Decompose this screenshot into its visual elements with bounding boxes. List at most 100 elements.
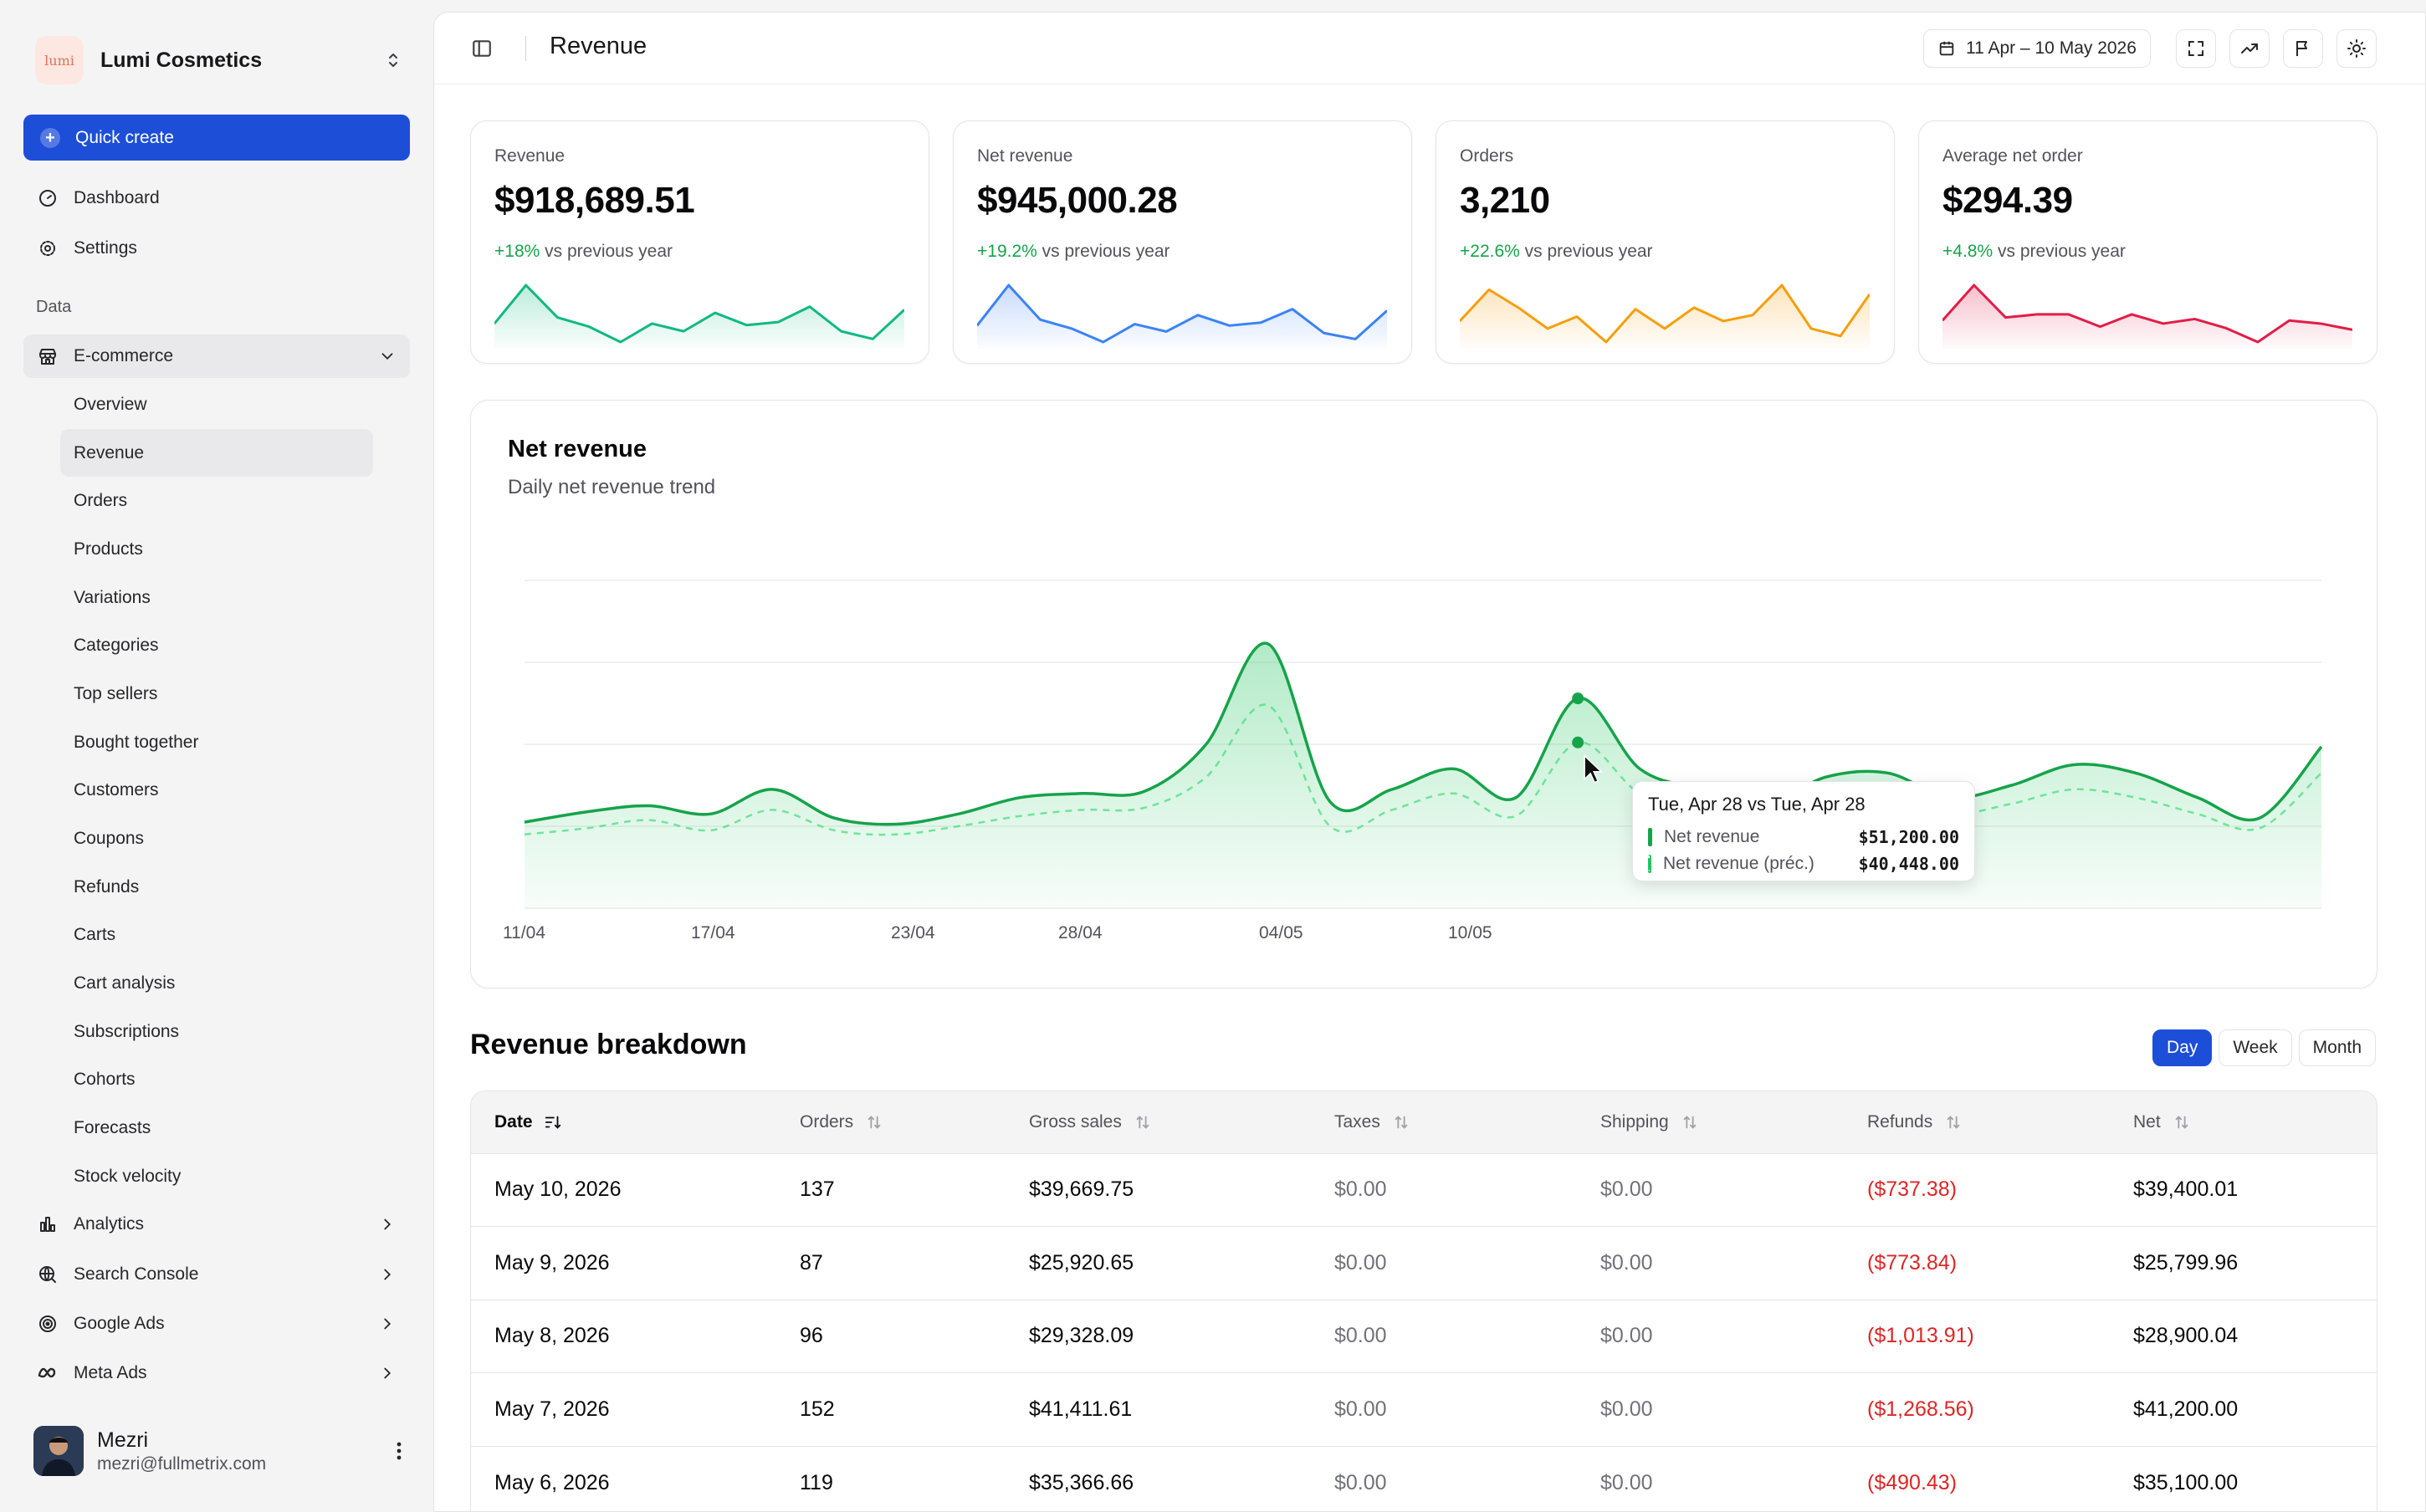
- cell-refunds: ($1,013.91): [1867, 1324, 1974, 1348]
- meta-icon: [37, 1362, 59, 1384]
- sidebar-item-categories[interactable]: Categories: [74, 636, 159, 656]
- chevron-right-icon: [384, 1367, 392, 1379]
- sidebar-item-label: Dashboard: [74, 188, 160, 207]
- more-vertical-icon[interactable]: [388, 1440, 410, 1462]
- chevron-up-down-icon: [389, 54, 397, 67]
- sparkline-average-net-order: [1942, 284, 2352, 349]
- cell-refunds: ($490.43): [1867, 1470, 1958, 1494]
- sidebar-item-dashboard[interactable]: Dashboard: [23, 176, 410, 220]
- series-swatch-dashed: [1648, 855, 1651, 873]
- column-header-refunds[interactable]: Refunds: [1844, 1091, 2110, 1153]
- sidebar-item-orders[interactable]: Orders: [74, 491, 128, 511]
- table-row[interactable]: May 10, 2026 137 $39,669.75 $0.00 $0.00 ($737…: [471, 1153, 2377, 1227]
- period-button-day[interactable]: Day: [2152, 1029, 2213, 1066]
- kpi-card-average-net-order: Average net order $294.39 +4.8% vs previ…: [1918, 120, 2377, 364]
- cell-gross-sales: $29,328.09: [1029, 1324, 1134, 1348]
- sidebar-item-forecasts[interactable]: Forecasts: [74, 1118, 151, 1138]
- tooltip-row-current: Net revenue $51,200.00: [1648, 824, 1959, 850]
- kpi-label: Orders: [1460, 146, 1514, 166]
- ecommerce-subnav: Overview Revenue Orders Products Variati…: [60, 381, 373, 1201]
- table-row[interactable]: May 7, 2026 152 $41,411.61 $0.00 $0.00 ($1,26…: [471, 1372, 2377, 1447]
- sparkline-revenue: [494, 284, 904, 349]
- sidebar-group-analytics[interactable]: Analytics: [23, 1203, 410, 1246]
- quick-create-button[interactable]: + Quick create: [23, 115, 410, 161]
- trend-button[interactable]: [2229, 29, 2270, 68]
- sort-icon: [1136, 1116, 1149, 1129]
- net-revenue-chart[interactable]: [471, 401, 2378, 989]
- column-header-taxes[interactable]: Taxes: [1311, 1091, 1577, 1153]
- column-header-net[interactable]: Net: [2110, 1091, 2377, 1153]
- sidebar-item-overview[interactable]: Overview: [74, 394, 147, 414]
- flag-icon: [2296, 41, 2307, 56]
- column-header-label: Date: [494, 1111, 533, 1131]
- brand-name: Lumi Cosmetics: [100, 48, 263, 72]
- cell-shipping: $0.00: [1600, 1177, 1653, 1202]
- globe-search-icon: [37, 1264, 59, 1285]
- kpi-change: +18% vs previous year: [494, 242, 673, 262]
- table-row[interactable]: May 6, 2026 119 $35,366.66 $0.00 $0.00 ($490.…: [471, 1446, 2377, 1511]
- column-header-orders[interactable]: Orders: [776, 1091, 1006, 1153]
- sidebar-item-revenue[interactable]: Revenue: [60, 428, 373, 478]
- cell-orders: 87: [800, 1250, 823, 1274]
- sidebar-group-meta-ads[interactable]: Meta Ads: [23, 1351, 410, 1395]
- sidebar-item-coupons[interactable]: Coupons: [74, 829, 145, 849]
- sparkline-line: [1460, 284, 1870, 344]
- cell-orders: 119: [800, 1470, 833, 1494]
- column-header-label: Refunds: [1867, 1111, 1933, 1131]
- sidebar-item-settings[interactable]: Settings: [23, 227, 410, 270]
- sidebar-item-bought-together[interactable]: Bought together: [74, 732, 199, 752]
- flag-button[interactable]: [2283, 29, 2323, 68]
- sidebar-group-label: Search Console: [74, 1264, 199, 1284]
- sidebar-item-products[interactable]: Products: [74, 539, 143, 559]
- sidebar-item-customers[interactable]: Customers: [74, 780, 159, 800]
- calendar-icon: [1939, 41, 1954, 56]
- period-button-month[interactable]: Month: [2298, 1029, 2377, 1066]
- kpi-change-value: +19.2%: [977, 242, 1037, 261]
- cell-net: $35,100.00: [2133, 1470, 2239, 1494]
- cell-orders: 96: [800, 1324, 823, 1348]
- kpi-change-suffix: vs previous year: [545, 242, 673, 261]
- brand-logo: lumi: [35, 36, 84, 84]
- chevron-right-icon: [384, 1318, 392, 1330]
- bar-chart-icon: [37, 1213, 59, 1235]
- sidebar-item-cart-analysis[interactable]: Cart analysis: [74, 973, 176, 994]
- sidebar-item-refunds[interactable]: Refunds: [74, 876, 140, 896]
- cell-refunds: ($773.84): [1867, 1250, 1958, 1274]
- table-row[interactable]: May 9, 2026 87 $25,920.65 $0.00 $0.00 ($773.8…: [471, 1226, 2377, 1300]
- kpi-card-orders: Orders 3,210 +22.6% vs previous year: [1436, 120, 1895, 364]
- period-button-week[interactable]: Week: [2219, 1029, 2292, 1066]
- sun-icon: [2347, 39, 2366, 58]
- theme-toggle-button[interactable]: [2336, 29, 2377, 68]
- series-swatch: [1648, 828, 1652, 846]
- kpi-change-value: +4.8%: [1942, 242, 1994, 261]
- sidebar-group-ecommerce[interactable]: E-commerce: [23, 335, 410, 378]
- column-header-date[interactable]: Date: [471, 1091, 776, 1153]
- column-header-label: Shipping: [1600, 1111, 1669, 1131]
- quick-create-label: Quick create: [75, 127, 174, 147]
- sidebar-item-stock-velocity[interactable]: Stock velocity: [74, 1166, 182, 1186]
- sidebar-group-google-ads[interactable]: Google Ads: [23, 1302, 410, 1346]
- cell-gross-sales: $35,366.66: [1029, 1470, 1134, 1494]
- sidebar-item-top-sellers[interactable]: Top sellers: [74, 683, 158, 703]
- sidebar-item-subscriptions[interactable]: Subscriptions: [74, 1021, 180, 1041]
- fullscreen-button[interactable]: [2176, 29, 2216, 68]
- cell-gross-sales: $39,669.75: [1029, 1177, 1134, 1202]
- cell-refunds: ($737.38): [1867, 1177, 1958, 1202]
- sidebar-group-search-console[interactable]: Search Console: [23, 1253, 410, 1296]
- table-row[interactable]: May 8, 2026 96 $29,328.09 $0.00 $0.00 ($1,013…: [471, 1300, 2377, 1373]
- kpi-change: +22.6% vs previous year: [1460, 242, 1653, 262]
- column-header-shipping[interactable]: Shipping: [1577, 1091, 1844, 1153]
- table-body: May 10, 2026 137 $39,669.75 $0.00 $0.00 ($737…: [471, 1153, 2377, 1511]
- date-range-picker[interactable]: 11 Apr – 10 May 2026: [1923, 29, 2151, 68]
- user-profile[interactable]: Mezri mezri@fullmetrix.com: [33, 1422, 410, 1480]
- column-header-label: Taxes: [1334, 1111, 1380, 1131]
- column-header-gross-sales[interactable]: Gross sales: [1006, 1091, 1311, 1153]
- workspace-switcher[interactable]: lumi Lumi Cosmetics: [23, 28, 415, 92]
- store-icon: [37, 345, 59, 367]
- sidebar-item-cohorts[interactable]: Cohorts: [74, 1070, 136, 1090]
- sidebar-item-variations[interactable]: Variations: [74, 587, 151, 607]
- kpi-value: $945,000.28: [977, 180, 1178, 221]
- tooltip-value: $51,200.00: [1858, 827, 1959, 847]
- sidebar-item-carts[interactable]: Carts: [74, 925, 116, 945]
- sidebar-toggle-icon[interactable]: [471, 38, 493, 59]
